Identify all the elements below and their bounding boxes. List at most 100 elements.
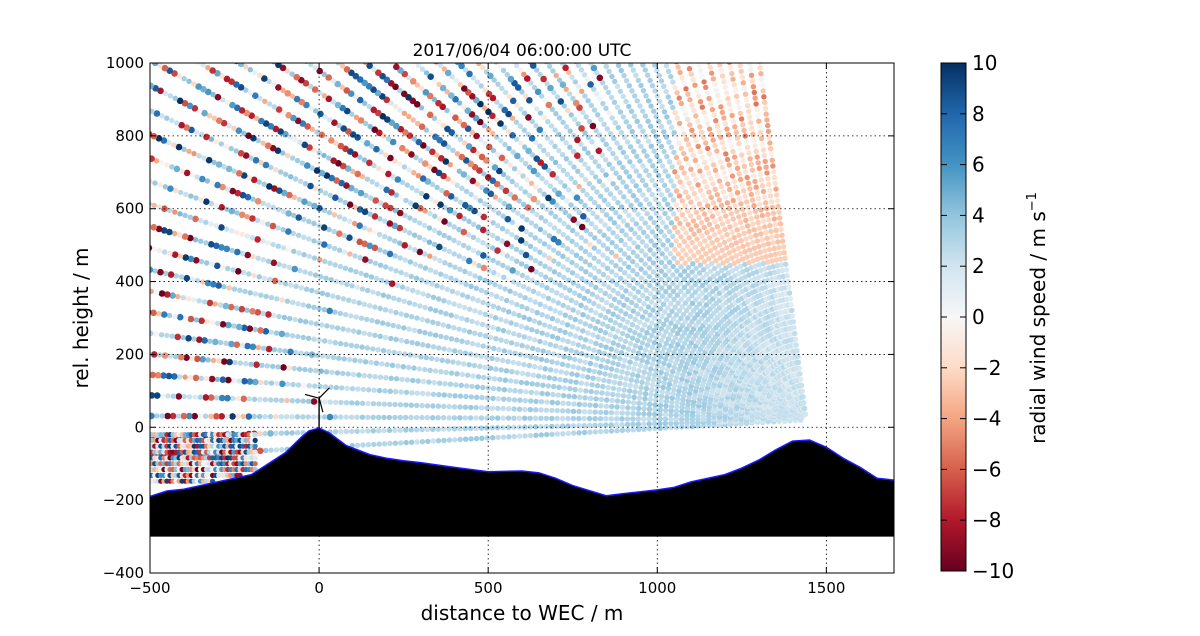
scan-point [582, 202, 588, 209]
scan-point [742, 261, 748, 268]
scan-point [641, 406, 647, 412]
scan-point [671, 149, 677, 156]
scan-point [327, 339, 333, 345]
scan-point [731, 154, 738, 160]
scan-point [620, 218, 627, 224]
scan-point [297, 318, 304, 324]
scan-point [153, 110, 161, 117]
scan-point [577, 358, 583, 364]
scan-point [480, 343, 486, 349]
scan-point [693, 223, 699, 229]
scan-point [756, 243, 762, 250]
scan-point [246, 271, 252, 277]
scan-point [676, 140, 682, 146]
scan-point [674, 90, 680, 96]
scan-point [513, 136, 520, 142]
scan-point [338, 179, 345, 187]
scan-point [271, 277, 279, 285]
scan-point [591, 107, 598, 113]
scan-point [359, 286, 366, 292]
scan-point [498, 138, 504, 144]
scan-point [582, 93, 588, 99]
scan-point [427, 306, 434, 312]
scan-point [347, 251, 353, 257]
scan-point [733, 184, 739, 190]
scan-point [659, 285, 665, 291]
scan-point [654, 264, 660, 270]
scan-point [751, 245, 757, 251]
scan-point [589, 170, 595, 176]
scan-point [295, 333, 301, 340]
scan-point [614, 104, 621, 110]
scan-point [275, 63, 282, 69]
scan-point [763, 253, 769, 260]
scan-point [573, 194, 581, 201]
scan-point [492, 194, 498, 200]
scan-point [240, 395, 247, 403]
scan-point [517, 237, 525, 244]
scan-point [328, 277, 334, 283]
scan-point [381, 414, 387, 421]
scan-point [398, 440, 404, 446]
scan-point [215, 282, 222, 289]
scan-point [153, 158, 160, 164]
scan-point [481, 105, 488, 111]
scan-point [593, 389, 600, 395]
scan-point [681, 268, 688, 274]
scan-point [676, 160, 682, 166]
scan-point [558, 369, 564, 375]
scan-point [574, 152, 581, 159]
scan-point [627, 382, 634, 389]
scan-point [522, 295, 528, 301]
scan-point [634, 253, 640, 259]
scan-point [617, 247, 624, 253]
scan-point [510, 359, 516, 366]
scan-point [256, 413, 263, 420]
scan-point [722, 252, 728, 258]
scan-point [677, 326, 683, 333]
scan-point [635, 350, 642, 356]
scan-point [193, 195, 199, 201]
scan-point [698, 68, 704, 74]
scan-point [690, 171, 696, 178]
scan-point [631, 394, 637, 400]
scan-point [216, 358, 222, 364]
scan-point [328, 174, 336, 182]
scan-point [630, 193, 637, 199]
scan-point [630, 308, 636, 314]
scan-point [569, 249, 575, 255]
scan-point [626, 255, 632, 261]
scan-point [763, 200, 769, 206]
scan-point [648, 238, 654, 244]
scan-point [637, 158, 643, 164]
scan-point [271, 63, 277, 65]
scan-point [413, 154, 419, 161]
scan-point [667, 251, 673, 257]
scan-point [666, 259, 673, 265]
scan-point [430, 426, 436, 433]
scan-point [627, 188, 633, 194]
scan-point [742, 91, 749, 97]
scan-point [733, 253, 739, 259]
scan-point [285, 381, 291, 387]
scan-point [186, 54, 191, 59]
scan-point [671, 211, 677, 217]
scan-point [431, 241, 438, 248]
scan-point [426, 225, 433, 231]
scan-point [659, 206, 665, 212]
scan-point [390, 174, 396, 180]
scan-point [371, 162, 377, 169]
scan-point [567, 160, 573, 166]
scan-point [456, 326, 462, 332]
scan-point [665, 68, 672, 75]
scan-point [677, 69, 683, 76]
scan-point [414, 120, 421, 127]
scan-point [453, 382, 459, 388]
scan-point [562, 64, 569, 72]
scan-point [302, 181, 309, 187]
scan-point [478, 136, 484, 143]
scan-point [219, 264, 226, 270]
scan-point [215, 161, 223, 168]
scan-point [744, 199, 750, 205]
scan-point [432, 307, 439, 314]
